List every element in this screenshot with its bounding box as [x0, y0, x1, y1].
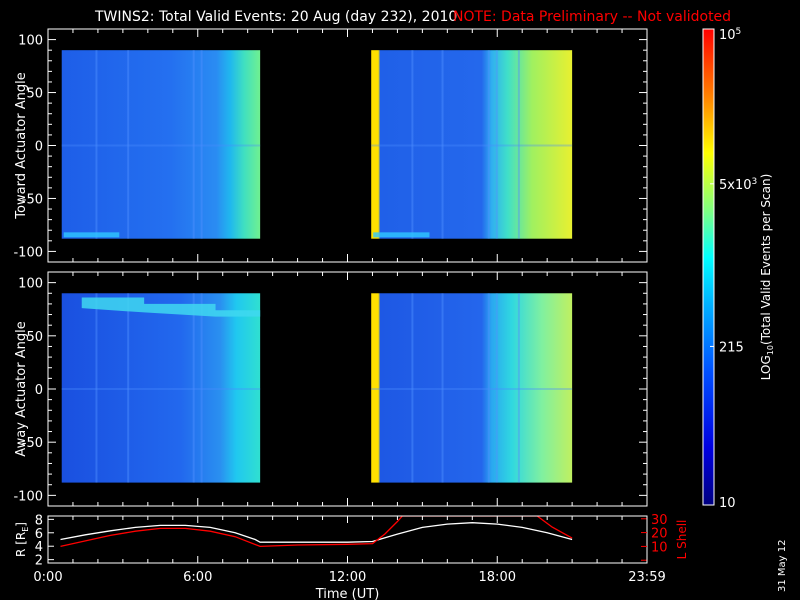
right-y-tick-label: 10 — [651, 540, 668, 555]
l-shell-series-line — [60, 516, 573, 548]
heatmap-streak — [200, 293, 203, 483]
y-tick-label: 0 — [35, 383, 43, 398]
heatmap-streak — [487, 293, 490, 483]
colorbar-label-sub: 10 — [766, 345, 775, 355]
left-y-tick-label: 4 — [35, 540, 43, 555]
panel-frame — [47, 515, 648, 564]
colorbar-tick-label: 10 — [719, 496, 736, 511]
heatmap-streak — [95, 293, 98, 483]
left-axis-label-sub: E — [21, 527, 30, 532]
x-tick-label: 23:59 — [628, 570, 665, 585]
away-panel: 100 50 0 -50 -100 Away Actuator Angle — [13, 271, 648, 507]
heatmap-streak — [411, 293, 414, 483]
y-axis-label: Toward Actuator Angle — [14, 72, 29, 219]
heatmap-streak — [517, 293, 520, 483]
x-tick-label: 12:00 — [329, 570, 366, 585]
left-axis-label-main: R [R — [14, 532, 28, 557]
x-tick-label: 0:00 — [33, 570, 62, 585]
x-tick-label: 6:00 — [183, 570, 212, 585]
heatmap-zero-band — [61, 388, 261, 390]
heatmap-streak — [127, 293, 130, 483]
heatmap-streak — [192, 50, 195, 239]
heatmap-zero-band — [371, 388, 573, 390]
heatmap-zero-band — [61, 144, 261, 147]
left-y-tick-label: 2 — [35, 554, 43, 569]
heatmap-streak — [200, 50, 203, 239]
heatmap-block — [371, 293, 573, 483]
heatmap-low-band — [373, 232, 430, 238]
colorbar-tick-base: 10 — [719, 28, 736, 43]
heatmap-streak — [495, 293, 498, 483]
y-tick-label: 50 — [26, 87, 43, 102]
left-axis-label-close: ] — [14, 522, 28, 527]
colorbar-label-rest: (Total Valid Events per Scan) — [759, 174, 773, 345]
date-stamp: 31 May 12 — [777, 540, 788, 592]
y-tick-label: -50 — [22, 436, 43, 451]
preliminary-note: NOTE: Data Preliminary -- Not validoted — [453, 9, 731, 25]
colorbar-frame — [702, 28, 715, 506]
colorbar-tick-label: 5x103 — [719, 177, 757, 193]
plot-title: TWINS2: Total Valid Events: 20 Aug (day … — [94, 9, 457, 25]
right-y-tick-label: 20 — [651, 527, 668, 542]
heatmap-block — [61, 50, 261, 239]
y-tick-label: -100 — [13, 489, 43, 504]
heatmap-block — [371, 50, 573, 239]
colorbar-tick-label: 105 — [719, 27, 741, 43]
heatmap-streak — [441, 293, 444, 483]
heatmap-streak — [495, 50, 498, 239]
colorbar-tick-label: 215 — [719, 340, 744, 355]
y-tick-label: 100 — [18, 277, 43, 292]
colorbar-tick-exp: 5 — [736, 27, 742, 37]
heatmap-streak — [127, 50, 130, 239]
heatmap-streak — [517, 50, 520, 239]
y-tick-label: -50 — [22, 192, 43, 207]
heatmap-streak — [411, 50, 414, 239]
heatmap-high-band — [81, 297, 261, 317]
heatmap-streak — [95, 50, 98, 239]
left-y-tick-label: 6 — [35, 527, 43, 542]
left-y-tick-label: 8 — [35, 513, 43, 528]
r-series-line — [60, 522, 573, 543]
heatmap-zero-band — [371, 144, 573, 147]
heatmap-block — [61, 293, 261, 483]
left-axis-label: R [RE] — [14, 522, 30, 557]
colorbar-gradient — [703, 29, 714, 505]
y-tick-label: 100 — [18, 34, 43, 49]
right-axis-label: L Shell — [675, 520, 689, 560]
colorbar-tick-exp: 3 — [752, 177, 758, 187]
y-axis-label: Away Actuator Angle — [14, 321, 29, 456]
colorbar-label: LOG10(Total Valid Events per Scan) — [759, 174, 775, 381]
toward-panel: 100 50 0 -50 -100 Toward Actuator Angle — [13, 28, 648, 263]
colorbar-label-main: LOG — [759, 355, 773, 380]
heatmap-streak — [192, 293, 195, 483]
y-tick-label: 50 — [26, 330, 43, 345]
right-y-tick-label: 30 — [651, 513, 668, 528]
y-tick-label: 0 — [35, 140, 43, 155]
heatmap-streak — [487, 50, 490, 239]
y-tick-label: -100 — [13, 245, 43, 260]
x-axis-label: Time (UT) — [315, 587, 380, 600]
x-tick-label: 18:00 — [479, 570, 516, 585]
colorbar-tick-base: 5x10 — [719, 178, 752, 193]
heatmap-streak — [441, 50, 444, 239]
heatmap-low-band — [63, 232, 120, 238]
